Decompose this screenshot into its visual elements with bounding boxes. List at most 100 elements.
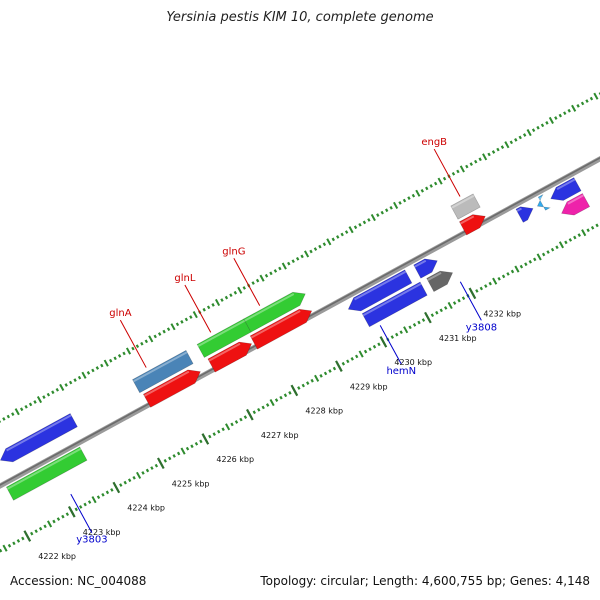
inner-tick-mark <box>261 405 265 410</box>
figure-title: Yersinia pestis KIM 10, complete genome <box>166 10 434 25</box>
inner-tick-mark <box>390 335 394 339</box>
inner-tick-mark <box>568 238 573 242</box>
gene-label-leader <box>233 258 261 306</box>
outer-tick-mark <box>589 96 594 101</box>
outer-tick-mark <box>103 359 109 367</box>
outer-tick-mark <box>504 141 510 149</box>
outer-tick-mark <box>122 351 126 356</box>
inner-tick-mark <box>533 257 537 262</box>
outer-tick-mark <box>113 356 117 361</box>
gene-feature <box>243 291 306 333</box>
outer-tick-mark <box>81 371 87 379</box>
inner-tick-mark <box>452 301 457 305</box>
gene-feature-highlight <box>538 195 545 200</box>
inner-tick-mark <box>421 318 426 322</box>
outer-tick-mark <box>531 128 536 133</box>
outer-tick-mark <box>526 129 532 137</box>
inner-tick-mark <box>172 454 176 458</box>
outer-tick-mark <box>353 225 358 230</box>
gene-feature-highlight <box>6 447 82 490</box>
gene-feature <box>207 341 253 373</box>
inner-tick-mark <box>2 544 8 552</box>
inner-tick-mark <box>252 410 256 415</box>
outer-tick-mark <box>451 171 456 176</box>
inner-tick-mark <box>83 502 87 507</box>
kbp-tick-mark <box>379 336 388 348</box>
inner-tick-mark <box>208 434 212 439</box>
outer-tick-mark <box>135 344 140 349</box>
inner-tick-mark <box>430 313 435 318</box>
inner-tick-mark <box>168 456 172 461</box>
outer-tick-mark <box>326 238 332 246</box>
kbp-tick-mark <box>290 384 299 397</box>
outer-tick-mark <box>437 177 443 185</box>
gene-feature <box>132 349 194 394</box>
inner-tick-mark <box>190 444 194 449</box>
outer-tick-mark <box>153 334 157 339</box>
gene-label-leader <box>433 148 461 197</box>
outer-tick-mark <box>370 213 376 222</box>
kbp-tick-label: 4228 kbp <box>305 407 343 416</box>
kbp-tick-mark <box>67 505 76 518</box>
outer-tick-mark <box>278 266 282 271</box>
outer-tick-mark <box>11 412 15 416</box>
outer-tick-mark <box>109 358 113 363</box>
outer-tick-mark <box>51 390 55 395</box>
inner-tick-mark <box>536 253 542 261</box>
inner-tick-mark <box>257 407 261 412</box>
gene-feature <box>536 193 551 211</box>
inner-tick-mark <box>528 259 532 264</box>
outer-tick-mark <box>220 298 224 302</box>
gene-label-leader <box>459 281 482 321</box>
accession-text: Accession: NC_004088 <box>10 574 147 588</box>
outer-tick-mark <box>465 164 469 169</box>
outer-tick-mark <box>309 249 313 254</box>
inner-tick-mark <box>447 301 453 310</box>
inner-tick-mark <box>524 262 528 267</box>
inner-tick-mark <box>110 488 114 492</box>
outer-tick-mark <box>496 147 500 152</box>
outer-tick-mark <box>407 196 411 200</box>
gene-feature <box>458 214 486 236</box>
kbp-tick-label: 4222 kbp <box>38 552 76 561</box>
gene-feature <box>361 281 428 328</box>
inner-tick-mark <box>546 250 550 254</box>
outer-tick-mark <box>348 226 354 234</box>
outer-tick-mark <box>287 261 291 266</box>
outer-tick-mark <box>162 329 166 334</box>
inner-tick-mark <box>212 432 216 436</box>
inner-tick-mark <box>239 417 243 422</box>
outer-tick-mark <box>131 346 135 351</box>
inner-tick-mark <box>91 496 97 504</box>
outer-tick-mark <box>548 116 554 125</box>
outer-tick-mark <box>180 320 184 324</box>
inner-tick-mark <box>346 359 350 364</box>
kbp-tick-mark <box>424 311 432 324</box>
inner-tick-mark <box>506 272 510 276</box>
inner-tick-mark <box>479 286 484 291</box>
gene-feature-highlight <box>414 259 427 268</box>
outer-tick-mark <box>380 210 384 215</box>
outer-tick-mark <box>442 176 447 181</box>
inner-tick-mark <box>519 264 524 269</box>
inner-tick-mark <box>301 383 305 388</box>
inner-tick-mark <box>234 420 239 424</box>
outer-tick-mark <box>318 244 322 249</box>
gene-feature <box>249 308 313 350</box>
inner-tick-mark <box>96 495 101 500</box>
outer-tick-mark <box>255 278 260 283</box>
outer-tick-mark <box>259 274 265 282</box>
inner-tick-mark <box>141 471 145 475</box>
outer-tick-mark <box>117 354 122 358</box>
outer-tick-mark <box>42 395 46 399</box>
gene-label: engB <box>421 137 447 148</box>
inner-tick-mark <box>136 471 142 479</box>
gene-feature-highlight <box>516 207 522 212</box>
inner-tick-mark <box>288 391 292 395</box>
inner-tick-mark <box>558 241 565 249</box>
outer-tick-mark <box>251 281 255 285</box>
inner-tick-mark <box>497 276 501 281</box>
outer-tick-mark <box>456 169 460 174</box>
kbp-tick-mark <box>23 530 32 542</box>
inner-tick-mark <box>363 349 368 354</box>
